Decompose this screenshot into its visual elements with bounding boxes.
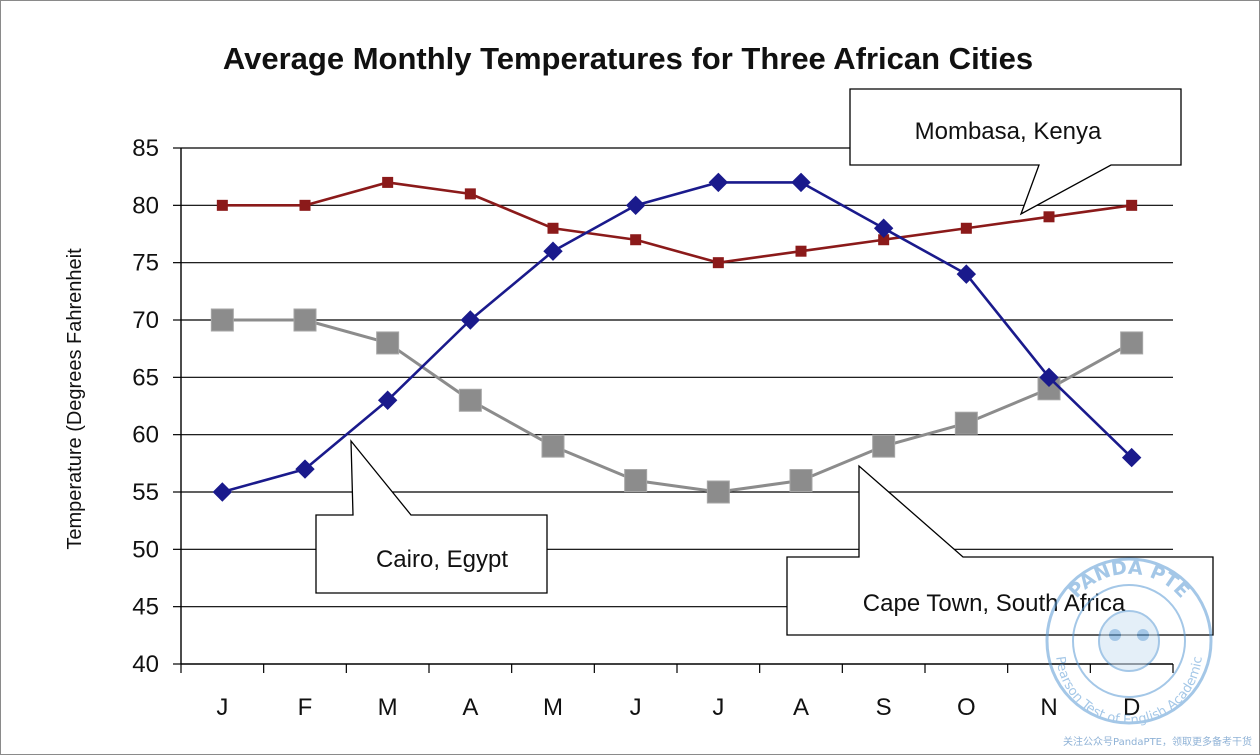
data-point bbox=[464, 188, 476, 200]
x-tick-label: N bbox=[1040, 694, 1057, 721]
series-layer bbox=[210, 172, 1144, 504]
data-point bbox=[1039, 367, 1059, 388]
data-point bbox=[630, 234, 642, 246]
data-point bbox=[541, 434, 565, 458]
data-point bbox=[543, 241, 563, 261]
data-point bbox=[1120, 331, 1144, 355]
data-point bbox=[708, 172, 729, 193]
y-tick-label: 45 bbox=[132, 594, 159, 621]
y-tick-label: 70 bbox=[132, 307, 159, 334]
y-tick-label: 40 bbox=[132, 651, 159, 678]
series-0 bbox=[216, 176, 1138, 269]
x-tick-label: O bbox=[957, 694, 976, 721]
callouts: Mombasa, Kenya Cairo, Egypt Cape Town, S… bbox=[315, 88, 1214, 636]
data-point bbox=[789, 469, 813, 493]
data-point bbox=[1121, 447, 1142, 468]
callout-cairo-box bbox=[315, 439, 548, 594]
data-point bbox=[960, 222, 972, 234]
callout-cairo-label: Cairo, Egypt bbox=[376, 546, 508, 573]
x-tick-label: A bbox=[462, 694, 478, 721]
data-point bbox=[1126, 199, 1138, 211]
data-point bbox=[873, 218, 894, 238]
data-point bbox=[212, 482, 233, 502]
series-2 bbox=[210, 308, 1144, 504]
data-point bbox=[460, 310, 481, 330]
callout-mombasa-box bbox=[849, 88, 1182, 216]
callout-cairo: Cairo, Egypt bbox=[315, 439, 548, 594]
data-point bbox=[377, 390, 398, 410]
series-line bbox=[222, 181, 1132, 264]
data-point bbox=[295, 459, 315, 479]
callout-cape-town: Cape Town, South Africa bbox=[786, 464, 1214, 636]
data-point bbox=[956, 264, 977, 284]
y-axis-label: Temperature (Degrees Fahrenheit bbox=[64, 248, 86, 550]
data-point bbox=[210, 308, 234, 332]
callout-cape-town-label: Cape Town, South Africa bbox=[863, 590, 1126, 617]
x-tick-label: A bbox=[793, 694, 809, 721]
data-point bbox=[872, 434, 896, 458]
callout-cape-town-box bbox=[786, 464, 1214, 636]
data-point bbox=[458, 388, 482, 412]
x-tick-label: M bbox=[543, 694, 563, 721]
y-tick-label: 50 bbox=[132, 536, 159, 563]
x-tick-label: J bbox=[216, 694, 228, 721]
series-line bbox=[222, 318, 1133, 494]
data-point bbox=[547, 222, 559, 234]
callout-mombasa: Mombasa, Kenya bbox=[849, 88, 1182, 216]
data-point bbox=[216, 199, 228, 211]
data-point bbox=[382, 176, 394, 188]
data-point bbox=[954, 411, 978, 435]
x-tick-label: S bbox=[876, 694, 892, 721]
data-point bbox=[376, 331, 400, 355]
y-tick-label: 55 bbox=[132, 479, 159, 506]
chart-title: Average Monthly Temperatures for Three A… bbox=[223, 41, 1033, 76]
y-tick-label: 80 bbox=[132, 192, 159, 219]
y-tick-label: 85 bbox=[132, 135, 159, 162]
data-point bbox=[878, 234, 890, 246]
data-point bbox=[293, 308, 317, 332]
x-tick-label: D bbox=[1123, 694, 1140, 721]
watermark-footer: 关注公众号PandaPTE，领取更多备考干货 bbox=[1063, 735, 1252, 748]
data-point bbox=[712, 257, 724, 269]
y-tick-labels: 40 45 50 55 60 65 70 75 80 85 bbox=[132, 135, 181, 678]
x-tick-label: J bbox=[712, 694, 724, 721]
data-point bbox=[625, 195, 646, 216]
series-1 bbox=[212, 172, 1142, 502]
y-tick-label: 60 bbox=[132, 422, 159, 449]
data-point bbox=[791, 172, 811, 193]
data-point bbox=[706, 480, 730, 504]
x-tick-label: F bbox=[298, 694, 313, 721]
x-tick-label: M bbox=[378, 694, 398, 721]
data-point bbox=[795, 245, 807, 257]
y-tick-label: 75 bbox=[132, 250, 159, 277]
data-point bbox=[299, 199, 311, 211]
callout-mombasa-label: Mombasa, Kenya bbox=[915, 118, 1102, 145]
x-tick-label: J bbox=[630, 694, 642, 721]
series-line bbox=[221, 181, 1133, 494]
data-point bbox=[624, 469, 648, 493]
y-tick-label: 65 bbox=[132, 364, 159, 391]
data-point bbox=[1043, 211, 1055, 223]
